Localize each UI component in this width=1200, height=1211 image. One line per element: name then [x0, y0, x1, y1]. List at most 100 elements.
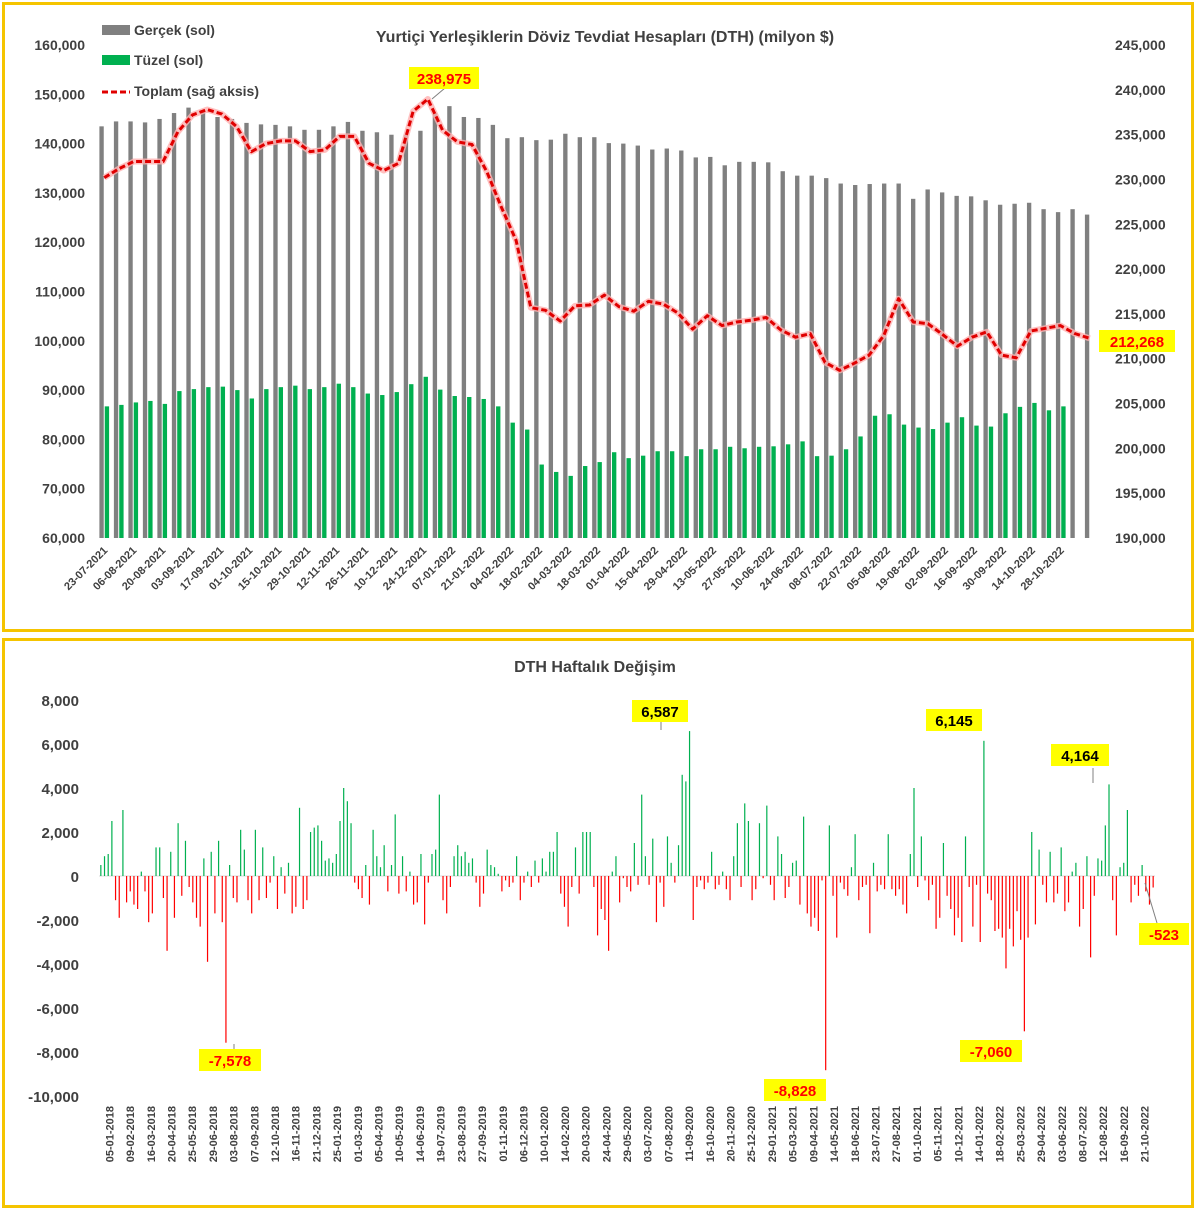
gercek-bar — [693, 157, 698, 539]
gercek-bar — [432, 113, 438, 538]
right-axis-tick: 245,000 — [1115, 37, 1166, 53]
weekly-change-bar — [1060, 847, 1062, 876]
left-axis-tick: 160,000 — [34, 37, 85, 53]
weekly-change-bar — [431, 854, 433, 876]
weekly-change-bar — [736, 823, 738, 876]
tuzel-bar — [235, 390, 240, 538]
callout-max-2020: 6,587 — [632, 700, 688, 730]
y-axis-tick: -8,000 — [36, 1045, 79, 1062]
gercek-bar — [1070, 209, 1075, 538]
weekly-change-bar — [1016, 876, 1018, 912]
weekly-change-bar — [659, 876, 661, 883]
weekly-change-bar — [998, 876, 1000, 929]
weekly-change-bar — [644, 856, 646, 876]
callout-max-2020-label: 6,587 — [641, 704, 679, 721]
dth-weekly-change-chart: DTH Haftalık Değişim 8,000 6,000 4,000 2,00… — [28, 659, 1189, 1162]
weekly-change-bar — [563, 876, 566, 907]
weekly-change-bar — [479, 876, 481, 907]
x-axis-date-label: 09-02-2018 — [125, 1106, 137, 1162]
right-axis-tick: 195,000 — [1115, 485, 1166, 501]
weekly-change-bar — [125, 876, 128, 903]
weekly-change-bar — [100, 865, 102, 876]
weekly-change-bar — [711, 851, 713, 876]
x-axis-date-label: 08-07-2022 — [1078, 1106, 1090, 1162]
weekly-change-bar — [412, 876, 415, 905]
gercek-bar — [824, 178, 829, 539]
x-axis-date-label: 05-11-2021 — [933, 1106, 945, 1162]
weekly-change-bar — [1027, 876, 1029, 938]
gercek-bar — [882, 183, 887, 538]
weekly-change-bar — [460, 856, 463, 876]
callout-min-2022-label: -7,060 — [970, 1044, 1013, 1061]
callout-min-2021-label: -8,828 — [774, 1083, 817, 1100]
tuzel-bar — [525, 429, 530, 538]
weekly-change-bar — [409, 871, 411, 876]
weekly-change-bar — [350, 823, 352, 876]
gercek-bar — [244, 122, 249, 539]
weekly-change-bar — [295, 876, 297, 907]
weekly-change-bar — [810, 876, 812, 927]
tuzel-bar — [771, 446, 776, 538]
left-axis-tick: 100,000 — [34, 333, 85, 349]
weekly-change-bar — [869, 876, 871, 934]
x-axis-date-label: 29-01-2021 — [767, 1106, 779, 1162]
weekly-change-bar — [983, 740, 985, 876]
weekly-change-bar — [619, 876, 621, 903]
gercek-bar — [128, 121, 133, 538]
gercek-bar — [142, 122, 148, 538]
weekly-change-bar — [1097, 858, 1099, 876]
weekly-change-bar — [744, 803, 746, 876]
weekly-change-bar — [129, 876, 131, 892]
tuzel-bar — [829, 455, 834, 538]
weekly-change-bar — [243, 849, 245, 876]
gercek-bar — [635, 145, 640, 538]
callout-min-2018: -7,578 — [199, 1044, 261, 1071]
tuzel-bar — [1046, 410, 1052, 538]
tuzel-bar — [640, 455, 646, 538]
x-axis-date-label: 16-11-2018 — [291, 1106, 303, 1162]
gercek-bar — [954, 195, 959, 538]
x-axis-date-label: 18-02-2022 — [995, 1106, 1007, 1162]
weekly-change-bar — [280, 867, 282, 876]
weekly-change-bar — [424, 876, 426, 925]
weekly-change-bar — [894, 876, 897, 896]
weekly-change-bar — [968, 876, 970, 887]
weekly-change-bar — [964, 836, 967, 876]
weekly-change-bar — [1101, 860, 1103, 876]
legend-label-tuzel: Tüzel (sol) — [134, 52, 203, 68]
tuzel-bar — [191, 389, 197, 538]
weekly-change-bar — [637, 876, 639, 885]
weekly-change-bar — [254, 829, 256, 876]
weekly-change-bar — [975, 876, 978, 885]
callout-min-2022: -7,060 — [960, 1040, 1022, 1062]
weekly-change-bar — [630, 876, 632, 892]
gercek-bar — [664, 148, 669, 538]
weekly-change-bar — [560, 876, 562, 894]
x-axis-date-label: 05-04-2019 — [374, 1106, 386, 1162]
weekly-change-bar — [843, 876, 845, 890]
weekly-change-bar — [534, 860, 536, 876]
weekly-change-bar — [928, 876, 930, 901]
weekly-change-bar — [729, 876, 731, 901]
weekly-change-bar — [722, 871, 724, 876]
weekly-change-bar — [379, 867, 382, 876]
gercek-bar — [867, 184, 872, 538]
gercek-bar — [258, 124, 264, 539]
gercek-bar — [650, 149, 655, 539]
weekly-change-bar — [1031, 832, 1033, 876]
right-axis-tick: 225,000 — [1115, 216, 1166, 232]
x-axis-date-label: 21-10-2022 — [1140, 1106, 1152, 1162]
weekly-change-bar — [265, 876, 268, 898]
gercek-bar — [592, 137, 597, 539]
weekly-change-bar — [140, 871, 142, 876]
weekly-change-bar — [519, 876, 521, 901]
tuzel-bar — [974, 425, 979, 538]
gercek-bar — [186, 107, 191, 539]
weekly-change-bar — [604, 876, 606, 920]
weekly-change-bar — [747, 821, 750, 876]
tuzel-bar — [351, 387, 356, 538]
x-axis-date-label: 29-04-2022 — [1036, 1106, 1048, 1162]
weekly-change-bar — [1045, 876, 1048, 903]
gercek-bar — [302, 129, 307, 538]
tuzel-bar — [467, 397, 472, 538]
